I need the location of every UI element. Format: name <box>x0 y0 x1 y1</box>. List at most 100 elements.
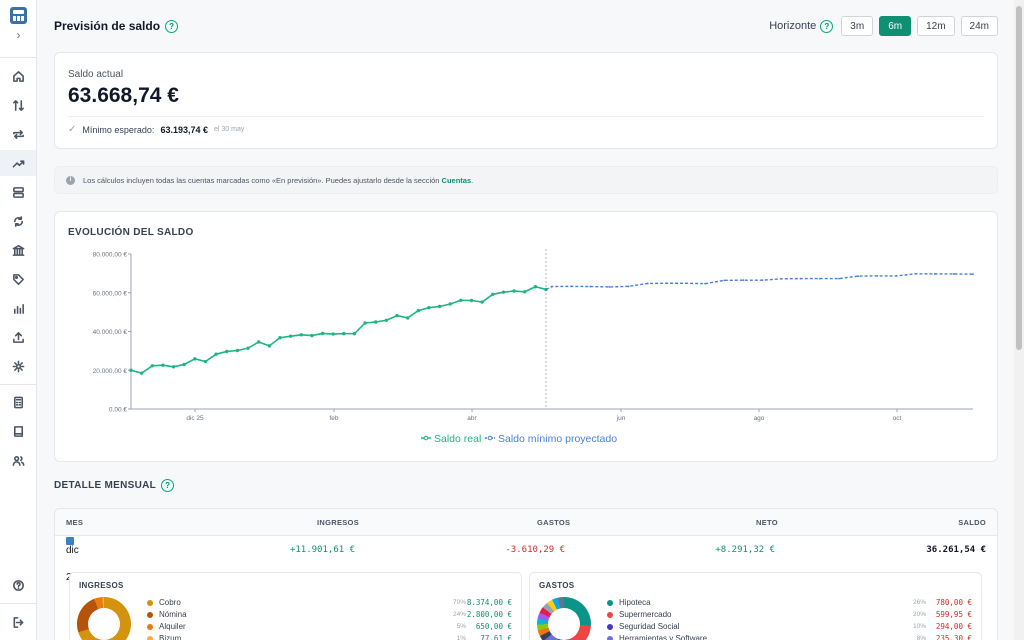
home-icon[interactable] <box>0 63 36 89</box>
data-point-saldo-real <box>405 316 410 320</box>
book-icon[interactable] <box>0 418 36 444</box>
x-tick-label: oct <box>893 415 902 422</box>
ingresos-legend-item: Nómina 24% 2.800,00 € <box>147 610 512 619</box>
repeat-icon[interactable] <box>0 121 36 147</box>
help-circle-icon[interactable] <box>0 572 36 598</box>
series-line-saldo-minimo <box>545 273 974 291</box>
legend-amount: 599,95 € <box>935 610 972 619</box>
data-point-saldo-minimo <box>799 277 802 280</box>
table-header: MES INGRESOS GASTOS NETO SALDO <box>55 509 997 536</box>
data-point-saldo-minimo <box>838 277 840 280</box>
legend-dot <box>607 635 613 640</box>
minimo-label: Mínimo esperado: <box>82 124 155 135</box>
cycle-icon[interactable] <box>0 208 36 234</box>
calculator-logo-icon[interactable] <box>10 7 27 24</box>
legend-name: Hipoteca <box>619 598 651 607</box>
data-point-saldo-minimo <box>972 273 974 276</box>
legend-amount: 650,00 € <box>475 622 512 631</box>
data-point-saldo-real <box>331 332 335 336</box>
page-title-text: Previsión de saldo <box>54 19 161 33</box>
series-line-saldo-real <box>130 285 547 375</box>
saldo-card: Saldo actual 63.668,74 € ✓ Mínimo espera… <box>54 52 998 149</box>
cuentas-link[interactable]: Cuentas <box>441 175 472 185</box>
legend-name: Herramientas y Software <box>619 634 708 640</box>
detalle-header: DETALLE MENSUAL ? <box>54 479 175 492</box>
logout-icon[interactable] <box>0 609 36 635</box>
x-tick-label: abr <box>467 415 477 422</box>
data-point-saldo-real <box>374 320 378 324</box>
horizon-6m-button[interactable]: 6m <box>879 16 912 36</box>
legend-amount: 780,00 € <box>935 598 972 607</box>
data-point-saldo-real <box>288 334 293 338</box>
legend-dot <box>147 599 153 606</box>
transfer-arrows-icon[interactable] <box>0 92 36 118</box>
data-point-saldo-real <box>363 321 367 325</box>
legend-pct: 5% <box>456 623 466 630</box>
trending-up-icon[interactable] <box>0 150 36 176</box>
chevron-right-icon[interactable]: › <box>16 28 21 42</box>
scrollbar[interactable] <box>1014 0 1024 640</box>
legend-dot <box>147 623 153 630</box>
data-point-saldo-minimo <box>570 285 573 288</box>
data-point-saldo-real <box>491 292 495 296</box>
data-point-saldo-real <box>480 300 484 304</box>
legend-name: Nómina <box>159 610 187 619</box>
help-icon[interactable]: ? <box>820 19 834 33</box>
horizon-12m-button[interactable]: 12m <box>917 16 955 36</box>
data-point-saldo-real <box>320 331 325 336</box>
data-point-saldo-minimo <box>646 282 649 285</box>
monthly-table: MES INGRESOS GASTOS NETO SALDO dic 25 +1… <box>54 508 998 640</box>
saldo-value: 63.668,74 € <box>68 84 179 107</box>
ingresos-legend-item: Bizum 1% 77,61 € <box>147 634 512 640</box>
row-neto: +8.291,32 € <box>715 545 775 555</box>
scrollbar-thumb[interactable] <box>1016 6 1022 350</box>
check-icon: ✓ <box>68 124 77 135</box>
expand-square-icon[interactable] <box>66 537 74 545</box>
legend-pct: 24% <box>452 611 466 618</box>
legend-name: Cobro <box>159 598 181 607</box>
data-point-saldo-real <box>150 364 154 368</box>
gastos-legend-item: Hipoteca 26% 780,00 € <box>607 598 972 607</box>
users-icon[interactable] <box>0 447 36 473</box>
horizon-24m-button[interactable]: 24m <box>960 16 998 36</box>
upload-icon[interactable] <box>0 324 36 350</box>
bar-chart-icon[interactable] <box>0 295 36 321</box>
data-point-saldo-minimo <box>857 275 860 277</box>
data-point-saldo-minimo <box>933 273 936 275</box>
data-point-saldo-real <box>310 333 314 338</box>
data-point-saldo-real <box>512 289 516 293</box>
help-icon[interactable]: ? <box>161 479 175 492</box>
data-point-saldo-real <box>182 362 186 367</box>
sidebar-divider <box>0 603 37 604</box>
data-point-saldo-minimo <box>627 285 630 288</box>
minimo-esperado: ✓ Mínimo esperado: 63.193,74 € el 30 may <box>68 124 244 135</box>
ingresos-donut <box>77 597 131 640</box>
data-point-saldo-minimo <box>551 285 553 288</box>
y-tick-label: 80.000,00 € <box>93 252 128 259</box>
gear-icon[interactable] <box>0 353 36 379</box>
legend-pct: 8% <box>916 635 926 640</box>
data-point-saldo-real <box>267 344 272 348</box>
horizon-3m-button[interactable]: 3m <box>841 16 874 36</box>
calculator-icon[interactable] <box>0 389 36 415</box>
data-point-saldo-minimo <box>608 286 611 288</box>
gastos-donut <box>537 597 591 640</box>
bank-icon[interactable] <box>0 237 36 263</box>
gastos-legend-item: Supermercado 20% 599,95 € <box>607 610 972 619</box>
server-icon[interactable] <box>0 179 36 205</box>
col-saldo: SALDO <box>958 518 986 527</box>
data-point-saldo-real <box>395 313 399 318</box>
data-point-saldo-real <box>437 304 442 309</box>
table-row[interactable]: dic 25 +11.901,61 € -3.610,29 € +8.291,3… <box>55 537 997 583</box>
legend-amount: 8.374,00 € <box>466 598 512 607</box>
gastos-legend-item: Seguridad Social 10% 294,00 € <box>607 622 972 631</box>
chart-card: EVOLUCIÓN DEL SALDO 0,00 € 20.000,00 € 40.… <box>54 211 998 462</box>
data-point-saldo-real <box>448 302 452 306</box>
tag-icon[interactable] <box>0 266 36 292</box>
detalle-title: DETALLE MENSUAL <box>54 480 157 491</box>
help-icon[interactable]: ? <box>165 19 179 33</box>
legend-marker-saldo-minimo <box>487 435 493 441</box>
data-point-saldo-real <box>352 331 357 336</box>
data-point-saldo-real <box>139 371 144 375</box>
legend-name: Alquiler <box>159 622 186 631</box>
